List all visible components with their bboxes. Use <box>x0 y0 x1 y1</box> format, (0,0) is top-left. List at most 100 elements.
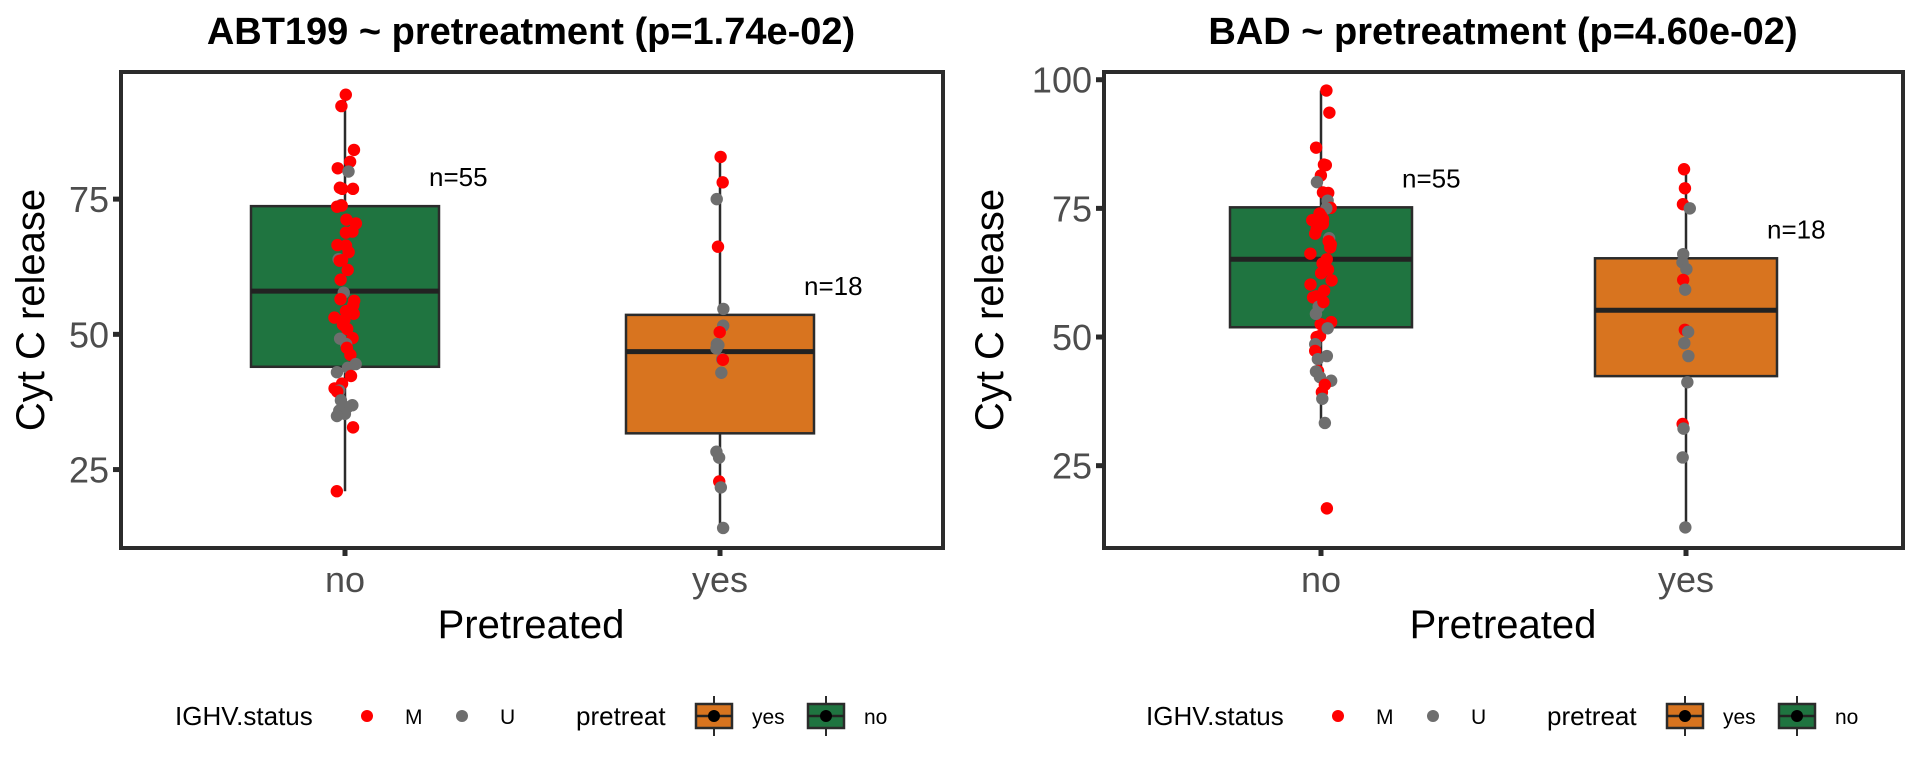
data-point-M <box>330 485 344 498</box>
data-point-M <box>1325 274 1338 287</box>
legend-key-no <box>806 696 846 736</box>
y-tick-label: 25 <box>69 450 109 491</box>
legend-label-yes: yes <box>752 706 785 729</box>
legend-key-yes <box>694 696 734 736</box>
legend-key-dot <box>1679 710 1691 722</box>
data-point-M <box>341 322 354 336</box>
data-point-U <box>1316 392 1329 405</box>
data-point-U <box>1682 349 1695 363</box>
plot-background <box>1104 72 1903 548</box>
data-point-M <box>1320 502 1334 515</box>
x-axis-title: Pretreated <box>1410 603 1597 647</box>
data-point-M <box>339 88 352 101</box>
data-point-M <box>714 150 727 164</box>
data-point-U <box>1318 416 1332 430</box>
legend-key-dot <box>708 710 720 722</box>
y-tick-label: 50 <box>1052 317 1092 358</box>
data-point-M <box>1315 209 1328 223</box>
legend-dot-M <box>1332 710 1344 722</box>
legend-key-dot <box>820 710 832 722</box>
data-point-U <box>1679 521 1692 534</box>
legend-title-pretreat: pretreat <box>576 701 666 731</box>
data-point-M <box>1319 158 1333 172</box>
y-tick-label: 75 <box>69 179 109 220</box>
data-point-M <box>342 245 355 259</box>
legend-label-U: U <box>1471 706 1486 729</box>
plot-frame <box>1102 70 1905 550</box>
data-point-U <box>1321 322 1334 335</box>
data-point-M <box>1306 291 1320 304</box>
data-point-U <box>342 165 355 178</box>
legend-label-no: no <box>1835 706 1858 729</box>
data-point-U <box>1683 202 1697 215</box>
data-point-M <box>1309 141 1323 154</box>
legend-label-yes: yes <box>1723 706 1756 729</box>
data-point-M <box>1308 227 1322 240</box>
data-point-U <box>1678 336 1691 350</box>
data-point-U <box>1680 262 1693 276</box>
data-point-M <box>1317 284 1331 297</box>
data-point-U <box>334 394 348 407</box>
data-point-M <box>346 182 360 196</box>
legend-dot-U <box>1427 710 1439 722</box>
data-point-U <box>1681 376 1694 389</box>
data-point-U <box>1676 451 1689 464</box>
data-point-U <box>710 192 723 206</box>
x-tick-label: no <box>325 559 365 600</box>
x-axis-title: Pretreated <box>438 603 625 647</box>
data-point-M <box>341 263 354 277</box>
data-point-M <box>1323 106 1336 119</box>
data-point-M <box>340 213 353 226</box>
panel-bad: BAD ~ pretreatment (p=4.60e-02) Cyt C re… <box>968 11 1905 736</box>
legend-dot-M <box>361 710 373 722</box>
data-point-M <box>346 421 360 434</box>
data-point-M <box>1314 267 1328 280</box>
legend-label-no: no <box>864 706 887 729</box>
data-point-M <box>335 99 348 113</box>
data-point-U <box>712 451 726 464</box>
data-point-M <box>340 341 354 355</box>
y-tick-label: 50 <box>69 314 109 355</box>
data-point-M <box>1324 241 1337 254</box>
data-point-M <box>334 273 347 286</box>
legend-label-U: U <box>500 706 515 729</box>
data-point-M <box>1304 278 1317 291</box>
data-point-U <box>1677 422 1690 435</box>
y-axis-title: Cyt C release <box>9 189 53 431</box>
n-label: n=18 <box>1767 214 1826 244</box>
y-tick-label: 100 <box>1032 60 1092 101</box>
plot-frame <box>119 70 945 550</box>
data-point-M <box>334 292 347 306</box>
legend-title-ighv: IGHV.status <box>1146 701 1284 731</box>
n-label: n=18 <box>804 271 863 301</box>
data-point-M <box>349 217 363 230</box>
data-point-M <box>1304 247 1317 260</box>
x-tick-label: no <box>1301 559 1341 600</box>
y-tick-label: 75 <box>1052 188 1092 229</box>
data-point-M <box>713 325 726 339</box>
n-label: n=55 <box>1402 163 1461 193</box>
data-point-M <box>716 176 729 189</box>
data-point-U <box>1311 352 1325 366</box>
y-tick-label: 25 <box>1052 446 1092 487</box>
data-point-U <box>710 342 723 355</box>
legend-label-M: M <box>405 706 423 729</box>
data-point-M <box>335 199 348 212</box>
data-point-M <box>328 311 341 324</box>
data-point-U <box>714 481 728 494</box>
data-point-U <box>330 409 344 423</box>
legend-dot-U <box>456 710 468 722</box>
data-point-M <box>331 162 344 175</box>
legend-key-dot <box>1791 710 1803 722</box>
x-tick-label: yes <box>692 559 748 600</box>
y-axis-title: Cyt C release <box>968 189 1012 431</box>
data-point-M <box>333 254 346 267</box>
plot-area: 25 50 75 100 no yes n=55 n=18 <box>1032 60 1905 600</box>
data-point-M <box>336 182 349 196</box>
data-point-M <box>1678 182 1692 195</box>
data-point-M <box>343 155 357 168</box>
data-point-M <box>1317 295 1330 309</box>
plot-background <box>121 72 943 548</box>
